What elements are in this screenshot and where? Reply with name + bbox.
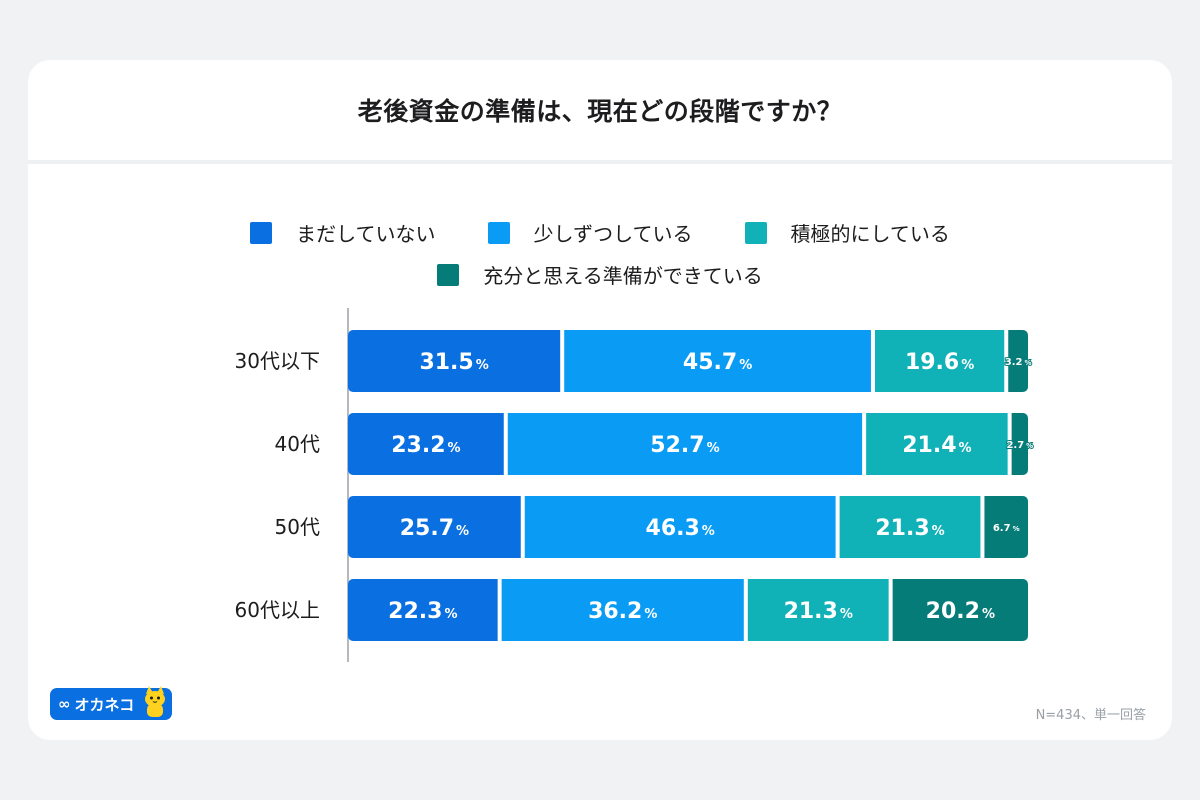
bar-value-label: 23.2% (391, 433, 460, 458)
bar-segment (747, 579, 889, 641)
okaneko-logo: ∞ オカネコ (50, 686, 172, 720)
legend-label: 少しずつしている (533, 222, 693, 246)
bar-segment (1011, 413, 1028, 475)
sample-note: N=434、単一回答 (1035, 708, 1146, 723)
bar-segment (1008, 330, 1028, 392)
bar-value-label: 36.2% (588, 599, 657, 624)
bar-value-label: 52.7% (650, 433, 719, 458)
bar-segment (348, 330, 561, 392)
legend-swatch-not-yet (250, 221, 273, 244)
bar-segment (348, 496, 521, 558)
bar-value-label: 20.2% (926, 599, 995, 624)
bar-value-label: 46.3% (646, 516, 715, 541)
bar-segment (984, 496, 1028, 558)
legend-label: まだしていない (296, 222, 436, 246)
cat-mascot-icon (145, 686, 165, 717)
legend-item-sufficient: 充分と思える準備ができている (437, 260, 763, 289)
title-divider (28, 160, 1172, 164)
bar-value-label: 31.5% (419, 350, 488, 375)
bar-segment (501, 579, 744, 641)
bar-value-label: 6.7% (993, 523, 1020, 534)
bar-row (348, 413, 1028, 475)
bar-segment (564, 330, 871, 392)
legend-swatch-actively (744, 221, 767, 244)
bar-value-label: 22.3% (388, 599, 457, 624)
bar-row (348, 330, 1028, 392)
legend-item-little-by-little: 少しずつしている (487, 218, 693, 247)
logo-text: オカネコ (74, 695, 135, 714)
bar-segment (524, 496, 836, 558)
bar-row (348, 579, 1028, 641)
legend-swatch-little-by-little (487, 221, 510, 244)
legend-label: 充分と思える準備ができている (483, 264, 763, 288)
bar-segment (874, 330, 1005, 392)
bar-value-label: 21.4% (902, 433, 971, 458)
bar-value-label: 45.7% (683, 350, 752, 375)
bar-value-label: 3.2% (1005, 357, 1032, 368)
legend-swatch-sufficient (437, 263, 460, 286)
bar-value-label: 19.6% (905, 350, 974, 375)
category-label: 40代 (275, 432, 320, 456)
bar-segment (839, 496, 981, 558)
bar-value-label: 2.7% (1006, 440, 1033, 451)
stacked-bar-chart: 30代以下 31.5% 45.7% 19.6% 3.2 % 40代 23.2% 52.7% 21.… (235, 308, 1034, 662)
bar-value-label: 25.7% (400, 516, 469, 541)
bar-segment (348, 579, 498, 641)
legend-item-not-yet: まだしていない (250, 218, 436, 247)
legend-label: 積極的にしている (790, 222, 950, 246)
chart-title: 老後資金の準備は、現在どの段階ですか？ (357, 97, 843, 126)
bar-value-label: 21.3% (875, 516, 944, 541)
legend-row-1: まだしていない 少しずつしている 積極的にしている (28, 218, 1172, 247)
bar-segment (348, 413, 504, 475)
chart-card: 老後資金の準備は、現在どの段階ですか？ まだしていない 少しずつしている 積極的… (28, 60, 1172, 740)
legend-item-actively: 積極的にしている (744, 218, 950, 247)
bar-segment (866, 413, 1008, 475)
bar-value-label: 21.3% (784, 599, 853, 624)
legend-row-2: 充分と思える準備ができている (28, 260, 1172, 289)
bar-segment (507, 413, 863, 475)
category-label: 30代以下 (235, 349, 320, 373)
category-label: 60代以上 (235, 598, 320, 622)
bar-row (348, 496, 1028, 558)
category-label: 50代 (275, 515, 320, 539)
infinity-icon: ∞ (58, 695, 71, 713)
bar-segment (892, 579, 1028, 641)
